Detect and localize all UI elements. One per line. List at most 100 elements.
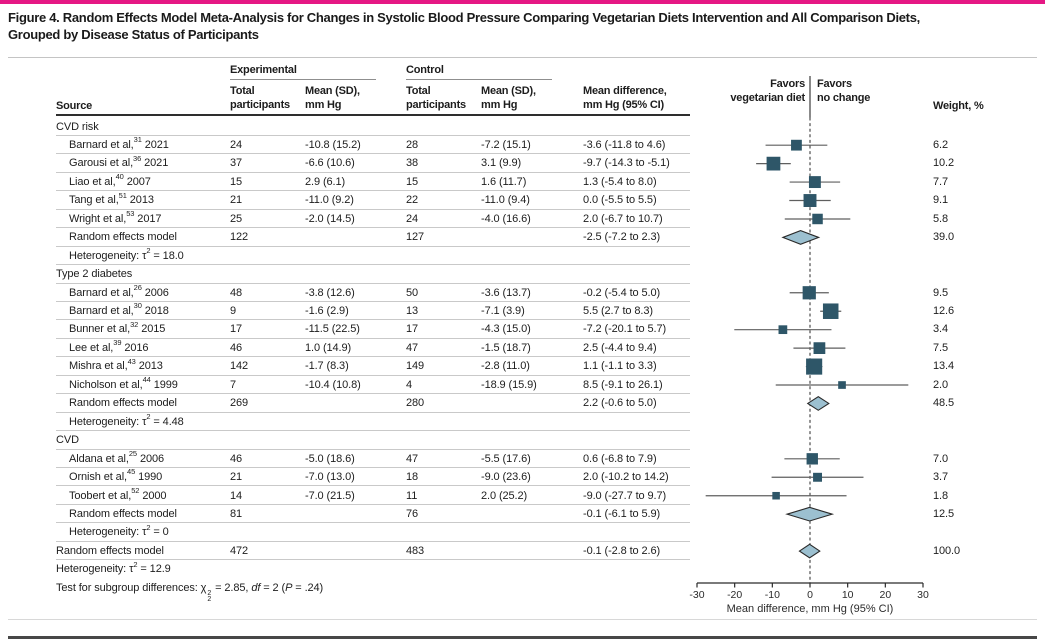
ctrl-mean-value: -1.5 (18.7) xyxy=(481,341,531,354)
header-line: participants xyxy=(230,99,290,111)
ctrl-mean-value: -4.3 (15.0) xyxy=(481,323,531,336)
diff-value: -0.1 (-2.8 to 2.6) xyxy=(583,544,661,557)
source-label: Heterogeneity: τ2 = 0 xyxy=(69,522,169,539)
favors-no-change-label: Favors no change xyxy=(817,78,870,105)
header-line: Mean (SD), xyxy=(481,85,536,97)
row-study: Nicholson et al,44 1999 7 -10.4 (10.8) 4 -18… xyxy=(0,376,1045,395)
exp-mean-value: 2.9 (6.1) xyxy=(305,175,346,188)
row-study: Ornish et al,45 1990 21 -7.0 (13.0) 18 -9.0 … xyxy=(0,467,1045,487)
ctrl-mean-value: -9.0 (23.6) xyxy=(481,471,531,484)
row-study: Barnard et al,31 2021 24 -10.8 (15.2) 28 -7.… xyxy=(0,135,1045,155)
source-label: Wright et al,53 2017 xyxy=(69,209,162,225)
row-subtotal: Random effects model 81 76 -0.1 (-6.1 to 5.… xyxy=(0,505,1045,524)
ctrl-n-value: 11 xyxy=(406,489,418,502)
row-study: Barnard et al,26 2006 48 -3.8 (12.6) 50 -3.6… xyxy=(0,284,1045,302)
header-rule xyxy=(56,114,690,116)
ctrl-mean-sd-header: Mean (SD), mm Hg xyxy=(481,84,536,112)
exp-n-value: 46 xyxy=(230,341,243,354)
diff-value: 1.3 (-5.4 to 8.0) xyxy=(583,175,657,188)
source-label: Heterogeneity: τ2 = 18.0 xyxy=(69,245,184,262)
diff-value: -2.5 (-7.2 to 2.3) xyxy=(583,231,661,244)
ctrl-mean-value: -7.2 (15.1) xyxy=(481,138,531,151)
exp-n-value: 14 xyxy=(230,489,243,502)
exp-n-value: 25 xyxy=(230,212,243,225)
row-separator xyxy=(56,264,690,266)
source-label: Liao et al,40 2007 xyxy=(69,172,151,188)
row-subtotal: Random effects model 122 127 -2.5 (-7.2 to … xyxy=(0,228,1045,247)
diff-value: 2.0 (-10.2 to 14.2) xyxy=(583,471,669,484)
weight-value: 1.8 xyxy=(933,489,948,502)
row-separator xyxy=(56,300,690,302)
ctrl-total-participants-header: Total participants xyxy=(406,84,466,112)
bottom-dark-rule xyxy=(8,636,1037,639)
favors-line: no change xyxy=(817,91,871,104)
row-separator xyxy=(56,467,690,469)
exp-mean-value: -6.6 (10.6) xyxy=(305,157,355,170)
favors-line: Favors xyxy=(817,78,852,90)
row-overall: Random effects model 472 483 -0.1 (-2.8 to … xyxy=(0,542,1045,561)
source-label: Barnard et al,31 2021 xyxy=(69,135,169,151)
ctrl-n-value: 18 xyxy=(406,471,419,484)
row-separator xyxy=(56,430,690,432)
header-line: participants xyxy=(406,99,466,111)
row-separator xyxy=(56,208,690,210)
diff-value: -0.1 (-6.1 to 5.9) xyxy=(583,507,661,520)
ctrl-n-value: 28 xyxy=(406,138,419,151)
source-column-header: Source xyxy=(56,100,93,112)
favors-line: Favors xyxy=(770,78,805,90)
diff-value: 5.5 (2.7 to 8.3) xyxy=(583,305,653,317)
header-line: Total xyxy=(406,85,431,97)
ctrl-mean-value: -18.9 (15.9) xyxy=(481,378,537,391)
exp-n-value: 15 xyxy=(230,175,243,188)
row-separator xyxy=(56,540,690,542)
row-separator xyxy=(56,337,690,339)
weight-value: 10.2 xyxy=(933,157,955,170)
exp-n-value: 21 xyxy=(230,471,243,484)
diff-value: -9.0 (-27.7 to 9.7) xyxy=(583,489,667,502)
ctrl-n-value: 4 xyxy=(406,378,413,391)
ctrl-n-value: 483 xyxy=(406,544,425,557)
weight-value: 48.5 xyxy=(933,397,955,410)
row-separator xyxy=(56,411,690,413)
diff-value: 0.6 (-6.8 to 7.9) xyxy=(583,452,657,465)
row-separator xyxy=(56,503,690,505)
weight-column-header: Weight, % xyxy=(933,100,984,112)
ctrl-n-value: 280 xyxy=(406,397,425,410)
row-separator xyxy=(56,153,690,155)
ctrl-n-value: 50 xyxy=(406,286,419,299)
row-separator xyxy=(56,522,690,524)
source-label: Mishra et al,43 2013 xyxy=(69,356,163,373)
source-label: Ornish et al,45 1990 xyxy=(69,467,163,484)
exp-mean-value: -2.0 (14.5) xyxy=(305,212,355,225)
exp-mean-value: -11.0 (9.2) xyxy=(305,194,354,207)
source-label: Random effects model xyxy=(56,544,164,557)
exp-mean-value: -5.0 (18.6) xyxy=(305,452,355,465)
header-line: Mean (SD), xyxy=(305,85,360,97)
row-group: Type 2 diabetes xyxy=(0,265,1045,284)
experimental-underline xyxy=(230,79,376,80)
source-label: Barnard et al,26 2006 xyxy=(69,282,169,299)
ctrl-mean-value: 1.6 (11.7) xyxy=(481,175,527,188)
source-label: Toobert et al,52 2000 xyxy=(69,485,167,502)
diff-value: 8.5 (-9.1 to 26.1) xyxy=(583,378,663,391)
source-label: Garousi et al,36 2021 xyxy=(69,153,169,170)
row-study: Liao et al,40 2007 15 2.9 (6.1) 15 1.6 (11.7… xyxy=(0,172,1045,192)
source-label: Random effects model xyxy=(69,397,177,410)
row-study: Bunner et al,32 2015 17 -11.5 (22.5) 17 -4.3… xyxy=(0,320,1045,339)
diff-value: 1.1 (-1.1 to 3.3) xyxy=(583,360,657,373)
row-separator xyxy=(56,190,690,192)
exp-n-value: 269 xyxy=(230,397,249,410)
row-study: Mishra et al,43 2013 142 -1.7 (8.3) 149 -2.8… xyxy=(0,356,1045,376)
source-label: Heterogeneity: τ2 = 4.48 xyxy=(69,412,184,428)
weight-value: 12.6 xyxy=(933,305,955,317)
row-group: CVD xyxy=(0,431,1045,450)
row-separator xyxy=(56,227,690,229)
weight-value: 7.5 xyxy=(933,341,948,354)
weight-value: 100.0 xyxy=(933,544,961,557)
weight-value: 13.4 xyxy=(933,360,955,373)
source-label: Random effects model xyxy=(69,231,177,244)
diff-value: 2.0 (-6.7 to 10.7) xyxy=(583,212,663,225)
weight-value: 7.0 xyxy=(933,452,948,465)
